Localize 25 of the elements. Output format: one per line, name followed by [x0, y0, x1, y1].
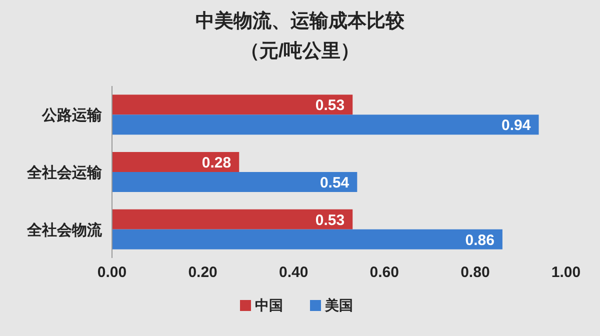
data-label: 0.86: [465, 232, 494, 249]
bar: [112, 114, 539, 135]
x-tick-label: 0.80: [460, 264, 490, 281]
x-tick-label: 0.00: [97, 264, 127, 281]
legend-label: 美国: [324, 297, 353, 313]
chart-subtitle: （元/吨公里）: [240, 40, 360, 62]
y-tick-label: 全社会物流: [26, 220, 103, 239]
data-label: 0.53: [315, 212, 345, 229]
x-tick-label: 0.40: [279, 264, 308, 281]
data-label: 0.94: [502, 117, 532, 134]
y-tick-label: 公路运输: [41, 107, 103, 124]
data-label: 0.28: [202, 154, 232, 172]
x-tick-label: 1.00: [551, 264, 581, 281]
x-tick-label: 0.20: [188, 264, 218, 281]
bar: [112, 209, 353, 230]
bar: [112, 152, 240, 172]
x-tick-label: 0.60: [370, 264, 399, 281]
bar: [112, 229, 502, 250]
legend-label: 中国: [255, 297, 283, 313]
data-label: 0.54: [320, 174, 350, 192]
data-label: 0.53: [315, 97, 345, 114]
bar: [112, 94, 353, 115]
bar: [112, 172, 358, 192]
y-tick-label: 全社会运输: [26, 164, 103, 182]
chart-title: 中美物流、运输成本比较: [196, 10, 406, 32]
